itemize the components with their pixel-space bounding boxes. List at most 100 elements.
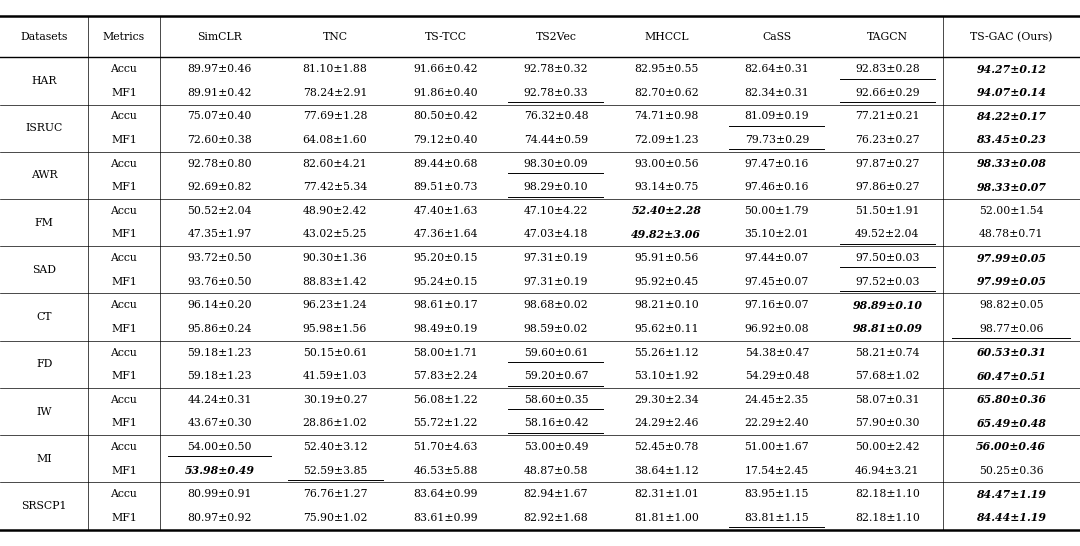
Text: 93.76±0.50: 93.76±0.50 (188, 277, 252, 287)
Text: 52.45±0.78: 52.45±0.78 (634, 442, 699, 452)
Text: 43.67±0.30: 43.67±0.30 (187, 418, 252, 429)
Text: 95.20±0.15: 95.20±0.15 (414, 253, 477, 263)
Text: 80.99±0.91: 80.99±0.91 (188, 489, 252, 499)
Text: 51.50±1.91: 51.50±1.91 (855, 206, 919, 216)
Text: 53.00±0.49: 53.00±0.49 (524, 442, 589, 452)
Text: 57.90±0.30: 57.90±0.30 (855, 418, 919, 429)
Text: 59.18±1.23: 59.18±1.23 (187, 371, 252, 381)
Text: 38.64±1.12: 38.64±1.12 (634, 466, 699, 476)
Text: 58.21±0.74: 58.21±0.74 (855, 347, 919, 358)
Text: Accu: Accu (110, 347, 137, 358)
Text: 97.31±0.19: 97.31±0.19 (524, 277, 589, 287)
Text: 89.91±0.42: 89.91±0.42 (188, 88, 252, 98)
Text: 30.19±0.27: 30.19±0.27 (302, 395, 367, 405)
Text: 98.89±0.10: 98.89±0.10 (852, 300, 922, 311)
Text: 92.66±0.29: 92.66±0.29 (855, 88, 920, 98)
Text: 77.42±5.34: 77.42±5.34 (302, 182, 367, 192)
Text: 98.77±0.06: 98.77±0.06 (980, 324, 1043, 334)
Text: 82.64±0.31: 82.64±0.31 (744, 64, 809, 74)
Text: 58.07±0.31: 58.07±0.31 (855, 395, 920, 405)
Text: 82.18±1.10: 82.18±1.10 (855, 489, 920, 499)
Text: 82.94±1.67: 82.94±1.67 (524, 489, 589, 499)
Text: 58.00±1.71: 58.00±1.71 (414, 347, 477, 358)
Text: 97.86±0.27: 97.86±0.27 (855, 182, 919, 192)
Text: 22.29±2.40: 22.29±2.40 (744, 418, 809, 429)
Text: 94.27±0.12: 94.27±0.12 (976, 64, 1047, 75)
Text: 76.23±0.27: 76.23±0.27 (855, 135, 920, 145)
Text: 55.26±1.12: 55.26±1.12 (634, 347, 699, 358)
Text: 59.18±1.23: 59.18±1.23 (187, 347, 252, 358)
Text: 97.31±0.19: 97.31±0.19 (524, 253, 589, 263)
Text: 72.60±0.38: 72.60±0.38 (187, 135, 252, 145)
Text: CT: CT (37, 312, 52, 322)
Text: Accu: Accu (110, 111, 137, 121)
Text: 95.91±0.56: 95.91±0.56 (634, 253, 699, 263)
Text: MF1: MF1 (111, 229, 137, 240)
Text: 81.81±1.00: 81.81±1.00 (634, 513, 699, 523)
Text: 95.92±0.45: 95.92±0.45 (634, 277, 699, 287)
Text: 52.40±3.12: 52.40±3.12 (302, 442, 367, 452)
Text: 82.18±1.10: 82.18±1.10 (855, 513, 920, 523)
Text: 51.70±4.63: 51.70±4.63 (414, 442, 477, 452)
Text: 52.40±2.28: 52.40±2.28 (632, 205, 701, 216)
Text: 97.99±0.05: 97.99±0.05 (976, 276, 1047, 287)
Text: 43.02±5.25: 43.02±5.25 (302, 229, 367, 240)
Text: 59.20±0.67: 59.20±0.67 (524, 371, 589, 381)
Text: 98.81±0.09: 98.81±0.09 (852, 323, 922, 334)
Text: 96.14±0.20: 96.14±0.20 (187, 300, 252, 310)
Text: 55.72±1.22: 55.72±1.22 (414, 418, 477, 429)
Text: HAR: HAR (31, 76, 57, 86)
Text: 17.54±2.45: 17.54±2.45 (745, 466, 809, 476)
Text: 53.10±1.92: 53.10±1.92 (634, 371, 699, 381)
Text: 50.00±1.79: 50.00±1.79 (744, 206, 809, 216)
Text: TAGCN: TAGCN (867, 32, 908, 42)
Text: Accu: Accu (110, 158, 137, 169)
Text: 48.90±2.42: 48.90±2.42 (302, 206, 367, 216)
Text: 48.78±0.71: 48.78±0.71 (980, 229, 1043, 240)
Text: 46.53±5.88: 46.53±5.88 (414, 466, 477, 476)
Text: 82.60±4.21: 82.60±4.21 (302, 158, 367, 169)
Text: TNC: TNC (323, 32, 348, 42)
Text: 91.66±0.42: 91.66±0.42 (414, 64, 477, 74)
Text: 98.49±0.19: 98.49±0.19 (414, 324, 477, 334)
Text: 53.98±0.49: 53.98±0.49 (185, 465, 255, 476)
Text: 56.00±0.46: 56.00±0.46 (976, 442, 1047, 453)
Text: MF1: MF1 (111, 466, 137, 476)
Text: 78.24±2.91: 78.24±2.91 (302, 88, 367, 98)
Text: 98.59±0.02: 98.59±0.02 (524, 324, 589, 334)
Text: 60.53±0.31: 60.53±0.31 (976, 347, 1047, 358)
Text: 98.21±0.10: 98.21±0.10 (634, 300, 699, 310)
Text: 84.44±1.19: 84.44±1.19 (976, 512, 1047, 523)
Text: 98.30±0.09: 98.30±0.09 (524, 158, 589, 169)
Text: 49.82±3.06: 49.82±3.06 (632, 229, 701, 240)
Text: 89.51±0.73: 89.51±0.73 (414, 182, 477, 192)
Text: 65.80±0.36: 65.80±0.36 (976, 394, 1047, 405)
Text: Accu: Accu (110, 395, 137, 405)
Text: 92.69±0.82: 92.69±0.82 (187, 182, 252, 192)
Text: 98.82±0.05: 98.82±0.05 (978, 300, 1043, 310)
Text: 65.49±0.48: 65.49±0.48 (976, 418, 1047, 429)
Text: 82.31±1.01: 82.31±1.01 (634, 489, 699, 499)
Text: 95.62±0.11: 95.62±0.11 (634, 324, 699, 334)
Text: 24.29±2.46: 24.29±2.46 (634, 418, 699, 429)
Text: 28.86±1.02: 28.86±1.02 (302, 418, 367, 429)
Text: 57.68±1.02: 57.68±1.02 (855, 371, 920, 381)
Text: 64.08±1.60: 64.08±1.60 (302, 135, 367, 145)
Text: AWR: AWR (31, 170, 57, 180)
Text: 47.40±1.63: 47.40±1.63 (414, 206, 477, 216)
Text: 80.50±0.42: 80.50±0.42 (414, 111, 477, 121)
Text: 50.00±2.42: 50.00±2.42 (855, 442, 920, 452)
Text: 47.03±4.18: 47.03±4.18 (524, 229, 589, 240)
Text: 50.15±0.61: 50.15±0.61 (302, 347, 367, 358)
Text: 82.95±0.55: 82.95±0.55 (634, 64, 699, 74)
Text: TS2Vec: TS2Vec (536, 32, 577, 42)
Text: 44.24±0.31: 44.24±0.31 (188, 395, 252, 405)
Text: 96.23±1.24: 96.23±1.24 (302, 300, 367, 310)
Text: ISRUC: ISRUC (26, 123, 63, 133)
Text: 95.98±1.56: 95.98±1.56 (302, 324, 367, 334)
Text: 79.73±0.29: 79.73±0.29 (745, 135, 809, 145)
Text: FM: FM (35, 218, 54, 228)
Text: 98.29±0.10: 98.29±0.10 (524, 182, 589, 192)
Text: 54.29±0.48: 54.29±0.48 (745, 371, 809, 381)
Text: 83.64±0.99: 83.64±0.99 (414, 489, 477, 499)
